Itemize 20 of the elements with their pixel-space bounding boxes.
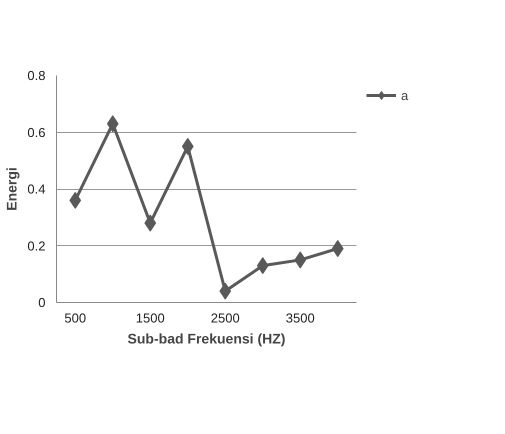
y-tick-label: 0.6: [27, 124, 46, 140]
x-axis-title: Sub-bad Frekuensi (HZ): [128, 330, 286, 346]
point: [219, 282, 232, 300]
x-tick-label: 1500: [136, 310, 165, 326]
y-tick-label: 0.4: [27, 182, 46, 196]
x-tick-label: 3500: [286, 310, 315, 326]
point: [256, 257, 269, 274]
legend-label: a: [401, 88, 410, 102]
y-axis-title: Energi: [3, 167, 20, 211]
y-tick-label: 0: [38, 295, 46, 310]
point: [69, 192, 82, 209]
point: [182, 138, 194, 155]
point: [144, 214, 156, 232]
y-tick-label: 0.2: [27, 238, 46, 254]
y-tick-label: 0.8: [27, 68, 46, 83]
x-tick-label: 500: [64, 310, 86, 326]
x-tick-label: 2500: [210, 310, 240, 326]
point: [106, 115, 119, 132]
point: [294, 251, 306, 268]
point: [332, 240, 344, 258]
